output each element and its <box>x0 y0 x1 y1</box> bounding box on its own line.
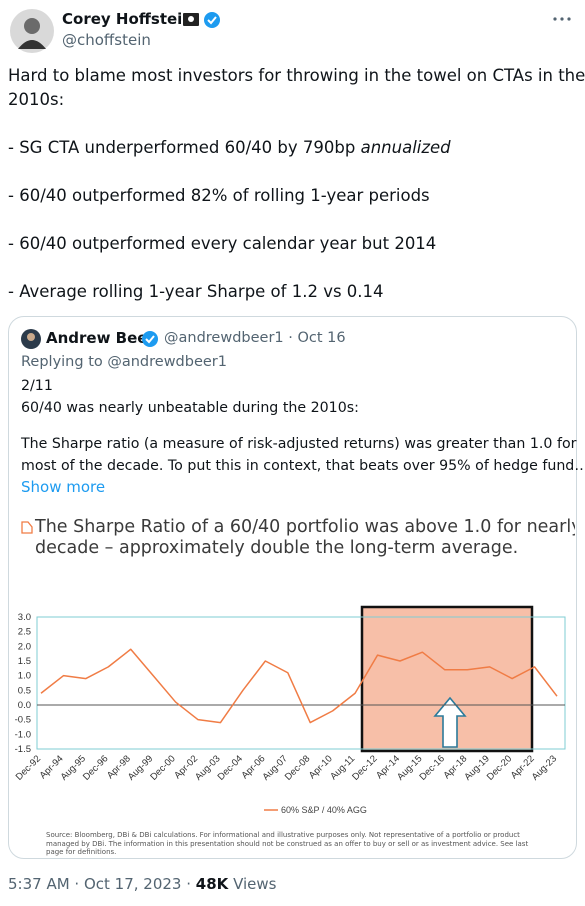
y-tick-label: 2.5 <box>18 627 31 638</box>
tweet-text: - 60/40 outperformed 82% of rolling 1-ye… <box>8 186 430 205</box>
image-title-line: decade – approximately double the long-t… <box>35 538 519 558</box>
quote-text: 2/11 <box>21 378 53 394</box>
verified-badge <box>142 331 158 347</box>
emphasis: annualized <box>360 138 451 157</box>
arrow <box>433 696 467 748</box>
tweet-text: - Average rolling 1-year Sharpe of 1.2 v… <box>8 282 384 301</box>
author-handle[interactable]: @choffstein <box>62 31 151 49</box>
x-tick-label: Dec-04 <box>216 753 245 782</box>
replying-prefix: Replying to <box>21 354 103 370</box>
tweet-text: - SG CTA underperformed 60/40 by 790bp a… <box>8 138 451 157</box>
legend-label: 60% S&P / 40% AGG <box>281 805 367 815</box>
tweet-text: Hard to blame most investors for throwin… <box>8 66 585 85</box>
quote-text: 60/40 was nearly unbeatable during the 2… <box>21 400 359 416</box>
y-tick-label: 0.0 <box>18 700 31 711</box>
tweet-text: 2010s: <box>8 90 65 109</box>
y-tick-label: 1.0 <box>18 671 31 682</box>
author-badges <box>183 12 220 28</box>
avatar[interactable] <box>10 9 54 53</box>
y-tick-label: 0.5 <box>18 685 31 696</box>
quote-card[interactable] <box>8 316 577 859</box>
y-tick-label: -1.0 <box>15 729 31 740</box>
y-tick-label: 2.0 <box>18 641 31 652</box>
x-tick-label: Dec-96 <box>81 753 110 782</box>
tweet-text: - 60/40 outperformed every calendar year… <box>8 234 437 253</box>
x-tick-label: Dec-20 <box>485 753 514 782</box>
x-tick-label: Dec-16 <box>418 753 447 782</box>
quote-author-handle[interactable]: @andrewdbeer1 <box>164 330 284 346</box>
image-title-line: The Sharpe Ratio of a 60/40 portfolio wa… <box>35 517 575 537</box>
author-name[interactable]: Corey Hoffstein <box>62 10 193 28</box>
x-tick-label: Aug-23 <box>530 753 559 782</box>
quote-text: The Sharpe ratio (a measure of risk-adju… <box>21 436 577 452</box>
quote-image: The Sharpe Ratio of a 60/40 portfolio wa… <box>9 505 575 856</box>
quote-author-meta: @andrewdbeer1 · Oct 16 <box>164 330 346 346</box>
views-count: 48K <box>195 875 229 893</box>
x-tick-label: Dec-08 <box>283 753 312 782</box>
text: - SG CTA underperformed 60/40 by 790bp <box>8 138 356 157</box>
replying: Replying to @andrewdbeer1 <box>21 354 227 370</box>
show-more[interactable]: Show more <box>21 478 106 496</box>
y-tick-label: -0.5 <box>15 715 31 726</box>
image-title: The Sharpe Ratio of a 60/40 portfolio wa… <box>35 517 575 559</box>
footer: 5:37 AM · Oct 17, 2023 · 48K Views <box>8 875 276 893</box>
views-label: Views <box>233 875 277 893</box>
y-tick-label: 3.0 <box>18 612 31 623</box>
more-menu[interactable] <box>552 16 572 22</box>
quote-date: · Oct 16 <box>288 330 346 346</box>
quote-author-name[interactable]: Andrew Beer <box>46 329 155 347</box>
quote-text: most of the decade. To put this in conte… <box>21 458 585 474</box>
timestamp[interactable]: 5:37 AM · Oct 17, 2023 · <box>8 875 191 893</box>
title-icon <box>21 521 33 534</box>
x-tick-label: Dec-00 <box>148 753 177 782</box>
y-tick-label: -1.5 <box>15 744 31 755</box>
image-source: Source: Bloomberg, DBi & DBi calculation… <box>46 831 529 856</box>
line <box>40 648 558 724</box>
quote-avatar[interactable] <box>21 329 41 349</box>
x-tick-label: Dec-92 <box>14 753 43 782</box>
y-tick-label: 1.5 <box>18 656 31 667</box>
plot-frame <box>36 616 566 750</box>
replying-handle[interactable]: @andrewdbeer1 <box>107 354 227 370</box>
x-tick-label: Dec-12 <box>350 753 379 782</box>
